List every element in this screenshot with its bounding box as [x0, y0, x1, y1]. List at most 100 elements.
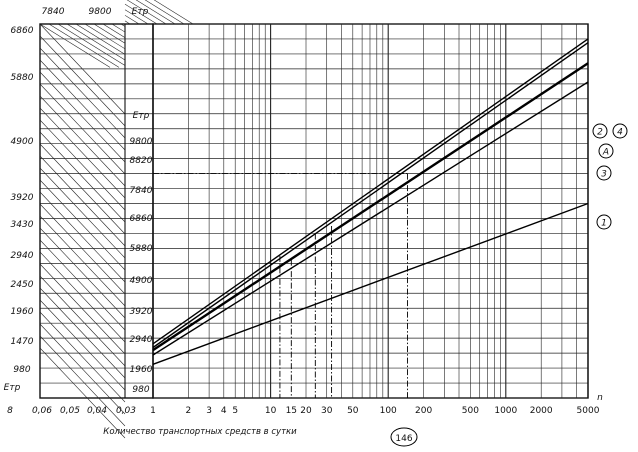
hatch-line	[39, 227, 126, 319]
left-axis-tick: 5880	[11, 73, 34, 83]
series-label-2: 2	[597, 128, 603, 138]
x-tick-label: 5000	[577, 406, 600, 416]
series-line-A	[152, 62, 589, 352]
x-tick-label: 15	[286, 406, 297, 416]
hatch-line	[144, 0, 185, 25]
left-panel-tick: 0,03	[116, 406, 136, 416]
hatch-line	[39, 47, 126, 139]
series-label-3: 3	[601, 170, 607, 180]
hatch-line	[39, 119, 126, 211]
x-tick-label: 50	[347, 406, 359, 416]
series-line-4	[152, 38, 589, 345]
hatch-line	[124, 3, 158, 25]
mid-axis-tick: 980	[132, 385, 149, 395]
mid-axis-tick: 7840	[130, 186, 153, 196]
mid-axis-tick: 6860	[130, 214, 153, 224]
left-axis-top-label-2: 9800	[89, 7, 112, 17]
x-tick-label: 500	[462, 406, 479, 416]
x-tick-label: 200	[415, 406, 432, 416]
mid-axis-tick: 3920	[130, 307, 153, 317]
hatch-line	[39, 191, 126, 283]
hatch-line	[126, 0, 167, 25]
series-label-1: 1	[601, 219, 607, 229]
left-axis-tick: 980	[13, 365, 30, 375]
series-marker-3	[596, 165, 612, 181]
hatch-line	[39, 95, 126, 187]
hatch-line	[57, 23, 126, 66]
hatch-line	[39, 311, 126, 403]
hatch-line	[102, 23, 126, 38]
series-line-3	[152, 81, 589, 356]
hatch-line	[39, 239, 126, 331]
hatch-line	[48, 23, 120, 68]
hatch-line	[66, 23, 126, 61]
hatch-line	[39, 323, 126, 415]
left-axis-tick: 2940	[11, 251, 34, 261]
mid-axis-symbol: Eтр	[133, 111, 150, 121]
hatch-line	[39, 251, 126, 343]
mid-axis-tick: 8820	[130, 156, 153, 166]
left-axis-tick: 2450	[11, 280, 34, 290]
annotation-label: 146	[395, 434, 412, 444]
left-panel-tick: 8	[7, 406, 13, 416]
hatch-line	[84, 23, 126, 50]
x-tick-label: 2	[186, 406, 192, 416]
hatch-line	[39, 203, 126, 295]
mid-axis-tick: 4900	[130, 276, 153, 286]
x-axis-end-label: n	[597, 393, 603, 403]
x-tick-label: 10	[265, 406, 277, 416]
left-axis-bottom-symbol: Eтр	[4, 383, 21, 393]
series-line-1	[152, 202, 589, 365]
x-tick-label: 1	[150, 406, 156, 416]
hatch-line	[124, 15, 140, 25]
hatch-line	[153, 0, 194, 25]
x-tick-label: 20	[300, 406, 312, 416]
series-marker-A	[598, 143, 614, 159]
hatch-line	[39, 287, 126, 379]
left-axis-tick: 1960	[11, 307, 34, 317]
hatch-line	[39, 263, 126, 355]
annotation-marker	[390, 427, 418, 447]
hatch-line	[39, 167, 126, 259]
hatch-line	[124, 9, 149, 25]
left-axis-tick: 3430	[11, 220, 34, 230]
x-tick-label: 100	[380, 406, 397, 416]
left-axis-symbol: Eтр	[132, 7, 149, 17]
hatch-line	[39, 71, 126, 163]
hatch-line	[111, 23, 126, 33]
series-label-4: 4	[617, 128, 623, 138]
left-axis-tick: 6860	[11, 26, 34, 36]
left-axis-tick: 3920	[11, 193, 34, 203]
hatch-line	[75, 23, 126, 55]
hatch-line	[120, 23, 126, 27]
hatch-line	[39, 59, 126, 151]
hatch-line	[39, 23, 111, 68]
series-line-2	[152, 42, 589, 349]
hatch-line	[39, 107, 126, 199]
left-panel-tick: 0,04	[87, 406, 107, 416]
hatch-line	[39, 347, 126, 439]
mid-axis-tick: 2940	[130, 335, 153, 345]
hatch-line	[39, 35, 126, 127]
x-tick-label: 3	[206, 406, 212, 416]
hatch-line	[39, 275, 126, 367]
left-panel-tick: 0,05	[60, 406, 80, 416]
hatch-line	[39, 83, 126, 175]
hatch-line	[39, 179, 126, 271]
x-tick-label: 5	[232, 406, 238, 416]
hatch-line	[39, 143, 126, 235]
mid-axis-tick: 9800	[130, 137, 153, 147]
hatch-line	[39, 23, 126, 115]
left-panel-frame	[39, 23, 154, 399]
series-marker-4	[612, 123, 628, 139]
x-tick-label: 2000	[530, 406, 553, 416]
hatch-line	[39, 299, 126, 391]
hatch-line	[39, 155, 126, 247]
left-axis-top-label: 7840	[42, 7, 65, 17]
left-axis-tick: 1470	[11, 337, 34, 347]
hatch-line	[39, 215, 126, 307]
hatch-line	[135, 0, 176, 25]
x-tick-label: 4	[221, 406, 227, 416]
